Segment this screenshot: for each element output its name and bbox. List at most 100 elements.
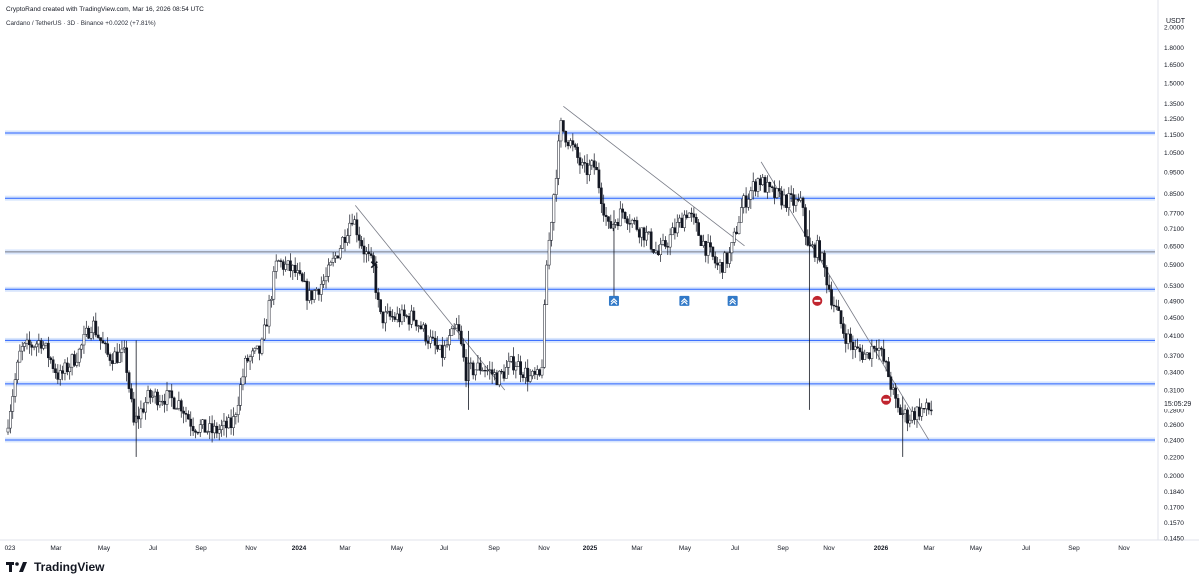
y-tick-label: 0.8500 <box>1164 191 1184 198</box>
candle-body <box>614 221 617 225</box>
candle-body <box>365 251 368 255</box>
candle-body <box>118 352 121 363</box>
candle-body <box>141 408 145 413</box>
candle-body <box>421 324 425 330</box>
candle-body <box>239 384 242 406</box>
y-tick-label: 0.4100 <box>1164 333 1184 340</box>
candle-body <box>578 157 582 166</box>
candle-body <box>362 245 366 255</box>
candle-body <box>350 222 354 225</box>
candle-body <box>842 323 845 334</box>
candle-body <box>813 244 817 258</box>
candle-body <box>222 420 226 427</box>
candle-body <box>253 348 257 352</box>
candle-body <box>424 324 428 342</box>
candle-body <box>398 313 401 323</box>
candle-body <box>251 350 254 357</box>
y-tick-label: 1.5000 <box>1164 80 1184 87</box>
candle-body <box>289 260 292 272</box>
y-tick-label: 0.3700 <box>1164 353 1184 360</box>
minus-icon <box>814 299 821 302</box>
candle-body <box>303 280 307 283</box>
candle-body <box>602 203 606 216</box>
candle-body <box>891 387 895 390</box>
candle-body <box>884 361 888 363</box>
candle-body <box>35 343 38 348</box>
candle-body <box>400 309 404 323</box>
candle-body <box>331 257 335 263</box>
x-tick-label: 2025 <box>583 545 598 552</box>
candle-body <box>44 342 48 346</box>
candle-body <box>699 235 703 246</box>
candle-body <box>272 271 276 300</box>
candle-body <box>770 186 774 189</box>
candle-body <box>683 214 686 228</box>
candle-body <box>319 283 323 295</box>
candle-body <box>875 348 878 351</box>
candle-body <box>751 181 755 192</box>
candle-body <box>635 220 639 230</box>
candle-body <box>132 398 136 423</box>
candle-body <box>704 240 708 256</box>
candle-body <box>334 255 337 259</box>
candle-body <box>165 390 169 405</box>
candle-body <box>291 264 295 272</box>
candle-body <box>678 217 681 223</box>
candle-body <box>77 348 81 363</box>
candle-body <box>443 345 447 358</box>
y-tick-label: 0.4900 <box>1164 298 1184 305</box>
minus-icon <box>883 398 890 401</box>
candle-body <box>818 240 822 261</box>
candle-body <box>103 342 107 345</box>
candle-body <box>671 227 674 236</box>
horizontal-levels <box>5 130 1155 443</box>
x-tick-label: Sep <box>195 545 207 552</box>
candle-body <box>440 344 444 358</box>
x-tick-label: Mar <box>923 545 935 552</box>
candle-body <box>576 146 579 158</box>
candle-body <box>255 345 259 349</box>
y-tick-label: 0.2800 <box>1164 407 1184 414</box>
candle-body <box>49 357 53 360</box>
candle-body <box>896 398 900 408</box>
candle-body <box>322 280 325 285</box>
candle-body <box>65 362 69 373</box>
candle-body <box>160 400 164 403</box>
candle-body <box>846 333 850 344</box>
candle-body <box>739 207 743 223</box>
candle-body <box>502 371 506 379</box>
candle-body <box>172 397 176 410</box>
candle-body <box>801 197 805 208</box>
x-tick-label: Jul <box>1022 545 1031 552</box>
candle-body <box>63 362 67 374</box>
candle-body <box>431 336 435 339</box>
candle-body <box>483 369 487 372</box>
candle-body <box>82 334 86 346</box>
candle-body <box>260 338 264 354</box>
candle-body <box>270 298 273 301</box>
candle-body <box>495 372 499 386</box>
candle-body <box>583 162 587 164</box>
x-tick-label: 2026 <box>874 545 889 552</box>
tradingview-logo[interactable]: TradingView <box>6 560 104 574</box>
candle-body <box>754 181 757 192</box>
candle-body <box>153 391 157 397</box>
candle-body <box>13 379 17 397</box>
candle-body <box>920 408 924 417</box>
double-arrow-up-icon <box>680 298 688 305</box>
candle-body <box>785 194 788 208</box>
candle-body <box>882 348 886 362</box>
candle-body <box>459 330 463 345</box>
candle-body <box>293 264 297 273</box>
candle-body <box>903 409 907 414</box>
candle-body <box>830 289 833 306</box>
candle-body <box>84 327 88 335</box>
candle-body <box>880 347 883 350</box>
candle-body <box>158 401 162 406</box>
candle-body <box>706 242 710 256</box>
candle-body <box>773 187 776 198</box>
candle-body <box>300 273 304 282</box>
candle-body <box>203 419 207 433</box>
candle-body <box>232 416 235 429</box>
